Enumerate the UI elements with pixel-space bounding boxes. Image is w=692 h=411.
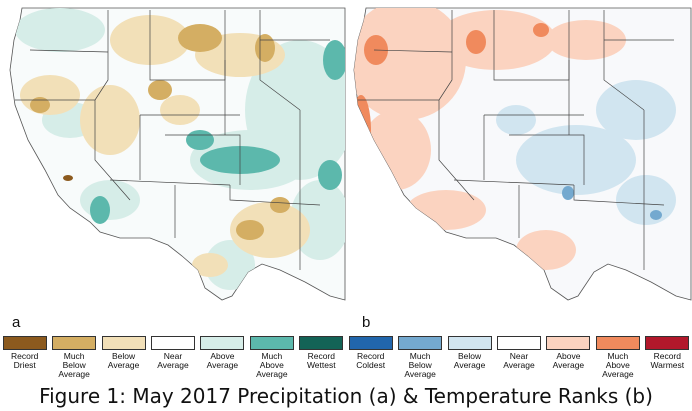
precipitation-map — [9, 7, 346, 301]
legend-label: Record Wettest — [306, 351, 336, 370]
legend-label: Near Average — [503, 351, 535, 370]
legend-label: Record Coldest — [356, 351, 386, 370]
legend-item: Record Driest — [1, 336, 49, 370]
figure-caption: Figure 1: May 2017 Precipitation (a) & T… — [39, 384, 653, 408]
legend-label: Near Average — [157, 351, 189, 370]
legend-swatch — [447, 336, 492, 350]
legend-label: Much Below Average — [404, 351, 436, 379]
state-boundaries — [358, 10, 674, 270]
legend-item: Much Below Average — [50, 336, 98, 379]
legend-swatch — [546, 336, 591, 350]
legend-item: Near Average — [149, 336, 197, 370]
legend-swatch — [645, 336, 690, 350]
legend-label: Record Warmest — [650, 351, 685, 370]
legend-item: Much Above Average — [248, 336, 296, 379]
panel-label-a: a — [12, 314, 21, 331]
legend-label: Above Average — [552, 351, 585, 370]
legend-label: Below Average — [453, 351, 486, 370]
legend-item: Above Average — [544, 336, 592, 370]
legend-item: Record Wettest — [297, 336, 345, 370]
legend-label: Record Driest — [11, 351, 39, 370]
panel-label-b: b — [362, 314, 371, 331]
legend-swatch — [348, 336, 393, 350]
legend-swatch — [398, 336, 443, 350]
legend-label: Above Average — [206, 351, 239, 370]
temperature-map — [353, 7, 692, 301]
legend-swatch — [52, 336, 97, 350]
legend-label: Below Average — [107, 351, 140, 370]
legend-swatch — [151, 336, 195, 350]
legend-item: Much Below Average — [396, 336, 444, 379]
legend-swatch — [299, 336, 344, 350]
legend-swatch — [200, 336, 245, 350]
legend-swatch — [595, 336, 640, 350]
state-boundaries — [15, 10, 330, 270]
legend-label: Much Above Average — [256, 351, 288, 379]
legend: Record Driest Much Below Average Below Ave… — [0, 336, 692, 384]
temp-anomaly-patches — [354, 8, 676, 270]
legend-item: Much Above Average — [594, 336, 642, 379]
legend-item: Below Average — [446, 336, 494, 370]
legend-swatch — [249, 336, 294, 350]
legend-item: Record Warmest — [643, 336, 691, 370]
legend-item: Record Coldest — [347, 336, 395, 370]
legend-label: Much Above Average — [602, 351, 634, 379]
legend-swatch — [497, 336, 541, 350]
legend-item: Near Average — [495, 336, 543, 370]
legend-swatch — [2, 336, 47, 350]
legend-swatch — [101, 336, 146, 350]
legend-item: Above Average — [198, 336, 246, 370]
legend-label: Much Below Average — [58, 351, 90, 379]
legend-item: Below Average — [100, 336, 148, 370]
